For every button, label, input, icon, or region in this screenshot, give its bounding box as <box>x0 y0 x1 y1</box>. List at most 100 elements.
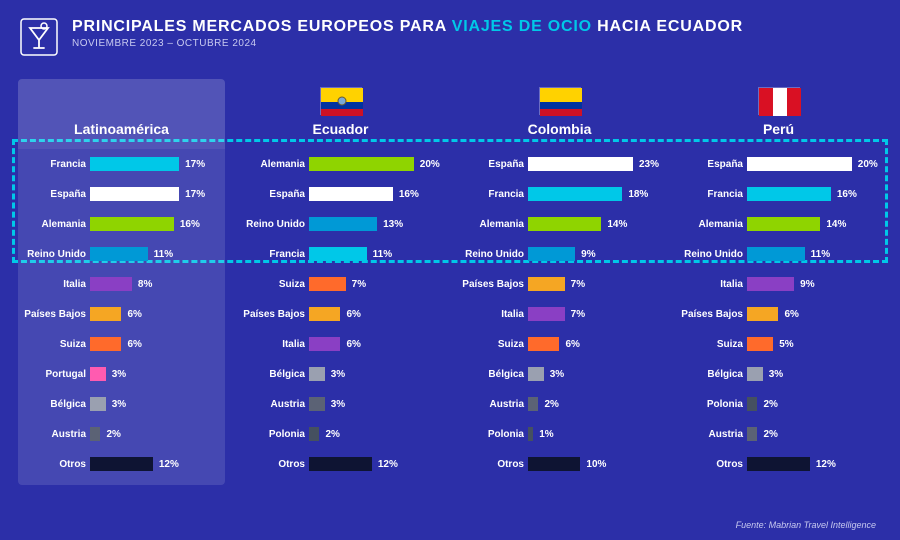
row-value: 23% <box>639 159 659 170</box>
row-value: 18% <box>628 189 648 200</box>
row-label: Países Bajos <box>24 309 90 320</box>
bar <box>90 157 179 171</box>
row-label: Italia <box>24 279 90 290</box>
charts-container: LatinoaméricaFrancia17%España17%Alemania… <box>0 71 900 485</box>
row-label: Polonia <box>681 399 747 410</box>
bar <box>528 217 601 231</box>
bar-track: 8% <box>90 277 221 291</box>
bar-row: Francia17% <box>18 149 225 179</box>
row-value: 3% <box>112 369 126 380</box>
row-label: Otros <box>681 459 747 470</box>
bar <box>528 367 544 381</box>
row-label: Polonia <box>462 429 528 440</box>
bar-row: España20% <box>675 149 882 179</box>
row-value: 12% <box>378 459 398 470</box>
bar-row: Polonia2% <box>237 419 444 449</box>
bar-row: Suiza7% <box>237 269 444 299</box>
row-value: 6% <box>127 309 141 320</box>
bar-track: 6% <box>309 307 440 321</box>
bar-row: Países Bajos6% <box>237 299 444 329</box>
bar <box>90 397 106 411</box>
row-value: 3% <box>550 369 564 380</box>
bar-row: Alemania14% <box>456 209 663 239</box>
bar-track: 20% <box>309 157 440 171</box>
row-label: Suiza <box>462 339 528 350</box>
flag-icon <box>539 87 581 115</box>
bar-row: Otros12% <box>237 449 444 479</box>
row-value: 12% <box>816 459 836 470</box>
row-value: 17% <box>185 159 205 170</box>
bar <box>528 247 575 261</box>
row-label: Reino Unido <box>243 219 309 230</box>
row-value: 10% <box>586 459 606 470</box>
bar <box>747 217 820 231</box>
bar <box>309 457 372 471</box>
row-label: Otros <box>462 459 528 470</box>
row-value: 14% <box>826 219 846 230</box>
bar-row: Otros 12% <box>675 449 882 479</box>
bar-row: Polonia2% <box>675 389 882 419</box>
bar-row: Italia7% <box>456 299 663 329</box>
date-range: NOVIEMBRE 2023 – OCTUBRE 2024 <box>72 38 880 49</box>
row-label: Países Bajos <box>462 279 528 290</box>
bar-track: 6% <box>309 337 440 351</box>
chart-column: LatinoaméricaFrancia17%España17%Alemania… <box>18 79 225 485</box>
bar <box>528 457 580 471</box>
bar-track: 6% <box>528 337 659 351</box>
bar <box>90 217 174 231</box>
bar-track: 12% <box>309 457 440 471</box>
bar <box>747 397 757 411</box>
bar <box>747 367 763 381</box>
bar <box>309 157 414 171</box>
row-label: España <box>243 189 309 200</box>
row-value: 1% <box>539 429 553 440</box>
row-label: Francia <box>462 189 528 200</box>
row-label: Italia <box>681 279 747 290</box>
bar <box>747 247 805 261</box>
row-value: 17% <box>185 189 205 200</box>
rows-container: España20%Francia16%Alemania14%Reino Unid… <box>675 149 882 479</box>
row-value: 3% <box>331 399 345 410</box>
bar-row: Francia11% <box>237 239 444 269</box>
bar-row: Austria2% <box>18 419 225 449</box>
bar-track: 3% <box>528 367 659 381</box>
bar-row: Austria2% <box>456 389 663 419</box>
row-value: 3% <box>769 369 783 380</box>
bar-row: Suiza5% <box>675 329 882 359</box>
column-header: Perú <box>675 79 882 149</box>
column-title: Latinoamérica <box>74 121 169 137</box>
bar-row: Bélgica3% <box>675 359 882 389</box>
row-label: Bélgica <box>462 369 528 380</box>
bar <box>309 247 367 261</box>
bar <box>747 277 794 291</box>
bar-row: Reino Unido11% <box>18 239 225 269</box>
bar <box>309 277 346 291</box>
bar-track: 7% <box>528 277 659 291</box>
row-label: España <box>24 189 90 200</box>
row-value: 2% <box>763 429 777 440</box>
bar-track: 3% <box>309 367 440 381</box>
bar-track: 16% <box>309 187 440 201</box>
row-label: Italia <box>462 309 528 320</box>
row-label: Suiza <box>24 339 90 350</box>
bar-track: 17% <box>90 157 221 171</box>
bar-row: España16% <box>237 179 444 209</box>
bar <box>528 187 622 201</box>
row-label: Países Bajos <box>681 309 747 320</box>
bar <box>90 277 132 291</box>
bar-track: 2% <box>309 427 440 441</box>
row-value: 9% <box>581 249 595 260</box>
bar <box>90 247 148 261</box>
bar-row: Italia6% <box>237 329 444 359</box>
bar-row: Bélgica 3% <box>456 359 663 389</box>
header: PRINCIPALES MERCADOS EUROPEOS PARA VIAJE… <box>0 0 900 71</box>
bar-track: 2% <box>747 397 878 411</box>
row-value: 16% <box>180 219 200 230</box>
bar-track: 7% <box>528 307 659 321</box>
bar-track: 13% <box>309 217 440 231</box>
row-label: Austria <box>243 399 309 410</box>
row-value: 12% <box>159 459 179 470</box>
bar <box>528 277 565 291</box>
bar-track: 9% <box>528 247 659 261</box>
page-title: PRINCIPALES MERCADOS EUROPEOS PARA VIAJE… <box>72 18 880 36</box>
